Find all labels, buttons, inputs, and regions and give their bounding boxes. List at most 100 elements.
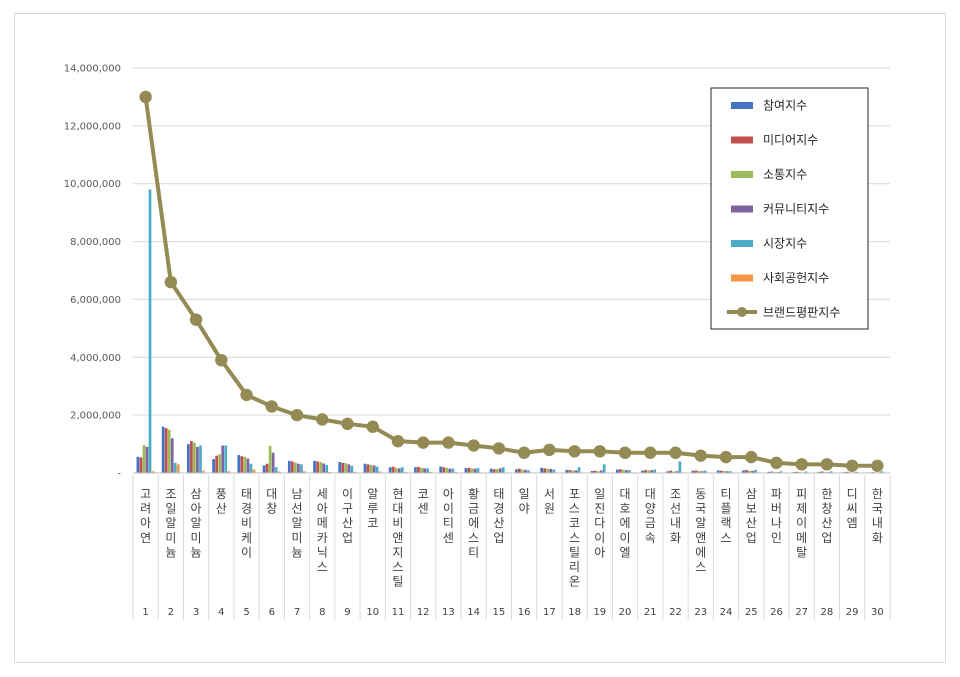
bar bbox=[313, 460, 316, 473]
bar bbox=[442, 467, 446, 473]
bar bbox=[748, 470, 751, 473]
line-point bbox=[164, 275, 178, 289]
bar bbox=[546, 468, 550, 473]
bar bbox=[151, 471, 155, 473]
bar bbox=[176, 464, 180, 473]
bar bbox=[224, 445, 228, 473]
line-point bbox=[492, 442, 506, 455]
legend-swatch bbox=[731, 102, 753, 109]
bar bbox=[164, 428, 168, 473]
bar bbox=[145, 446, 149, 473]
line-point bbox=[517, 446, 531, 459]
line-point bbox=[341, 417, 354, 431]
line-point bbox=[845, 459, 859, 472]
line-point bbox=[770, 456, 783, 470]
bar bbox=[136, 456, 140, 473]
bar bbox=[287, 460, 291, 473]
legend-swatch bbox=[731, 205, 753, 213]
bar bbox=[470, 468, 474, 473]
bar bbox=[745, 470, 748, 473]
bar bbox=[817, 471, 821, 473]
bar bbox=[319, 462, 322, 473]
bar bbox=[240, 456, 244, 473]
x-rank-label: 6 bbox=[269, 607, 275, 618]
brand-index-line bbox=[139, 90, 884, 472]
legend-swatch-marker bbox=[737, 307, 747, 317]
x-rank-label: 7 bbox=[294, 607, 300, 618]
bar bbox=[501, 467, 505, 473]
bar bbox=[252, 469, 256, 473]
bar bbox=[518, 468, 521, 473]
bar bbox=[423, 468, 426, 473]
bar bbox=[451, 468, 455, 473]
bar bbox=[262, 465, 266, 473]
bar bbox=[489, 468, 493, 473]
bar bbox=[653, 469, 657, 473]
line-point bbox=[593, 445, 607, 458]
bar bbox=[227, 471, 231, 473]
bar bbox=[521, 469, 524, 473]
bar bbox=[350, 465, 354, 473]
bar bbox=[426, 468, 429, 473]
bar bbox=[829, 471, 833, 473]
line-point bbox=[139, 90, 152, 104]
x-rank-label: 13 bbox=[442, 607, 455, 618]
bar bbox=[391, 466, 395, 473]
line-point bbox=[316, 413, 329, 426]
bar bbox=[855, 471, 858, 473]
y-tick-label: 4,000,000 bbox=[70, 353, 121, 364]
bar bbox=[170, 438, 174, 473]
bar bbox=[193, 442, 196, 473]
bar bbox=[593, 470, 597, 473]
legend-label: 시장지수 bbox=[763, 237, 807, 251]
bar bbox=[215, 455, 218, 473]
y-tick-label: 6,000,000 bbox=[70, 295, 121, 306]
x-rank-label: 20 bbox=[619, 607, 632, 618]
line-point bbox=[644, 446, 657, 459]
y-tick-label: 8,000,000 bbox=[70, 237, 121, 248]
x-rank-label: 1 bbox=[142, 607, 148, 618]
bar bbox=[618, 469, 622, 473]
bar bbox=[190, 441, 193, 473]
bar bbox=[268, 445, 272, 473]
x-rank-label: 16 bbox=[518, 607, 531, 618]
x-rank-label: 27 bbox=[795, 607, 808, 618]
bar bbox=[464, 468, 468, 473]
y-tick-label: 10,000,000 bbox=[64, 179, 121, 190]
legend-swatch bbox=[731, 274, 753, 282]
bar bbox=[725, 471, 729, 473]
bar bbox=[795, 471, 799, 473]
bar bbox=[186, 444, 190, 473]
bar bbox=[265, 463, 269, 473]
bar bbox=[590, 470, 594, 473]
bar bbox=[644, 470, 647, 473]
bar bbox=[568, 470, 572, 473]
bar bbox=[297, 463, 300, 473]
bar bbox=[212, 459, 215, 473]
bar bbox=[804, 471, 808, 473]
legend-label: 사회공헌지수 bbox=[763, 271, 829, 285]
bar bbox=[344, 463, 348, 473]
bar bbox=[846, 471, 849, 473]
y-tick-label: - bbox=[117, 469, 121, 480]
bar bbox=[277, 471, 281, 473]
bar bbox=[161, 426, 165, 473]
bar bbox=[779, 471, 783, 473]
bar bbox=[540, 467, 543, 473]
bar bbox=[473, 468, 477, 473]
x-rank-label: 24 bbox=[720, 607, 733, 618]
legend-label: 미디어지수 bbox=[763, 133, 818, 147]
line-point bbox=[568, 445, 581, 458]
bar bbox=[290, 461, 294, 473]
bar bbox=[322, 463, 325, 473]
